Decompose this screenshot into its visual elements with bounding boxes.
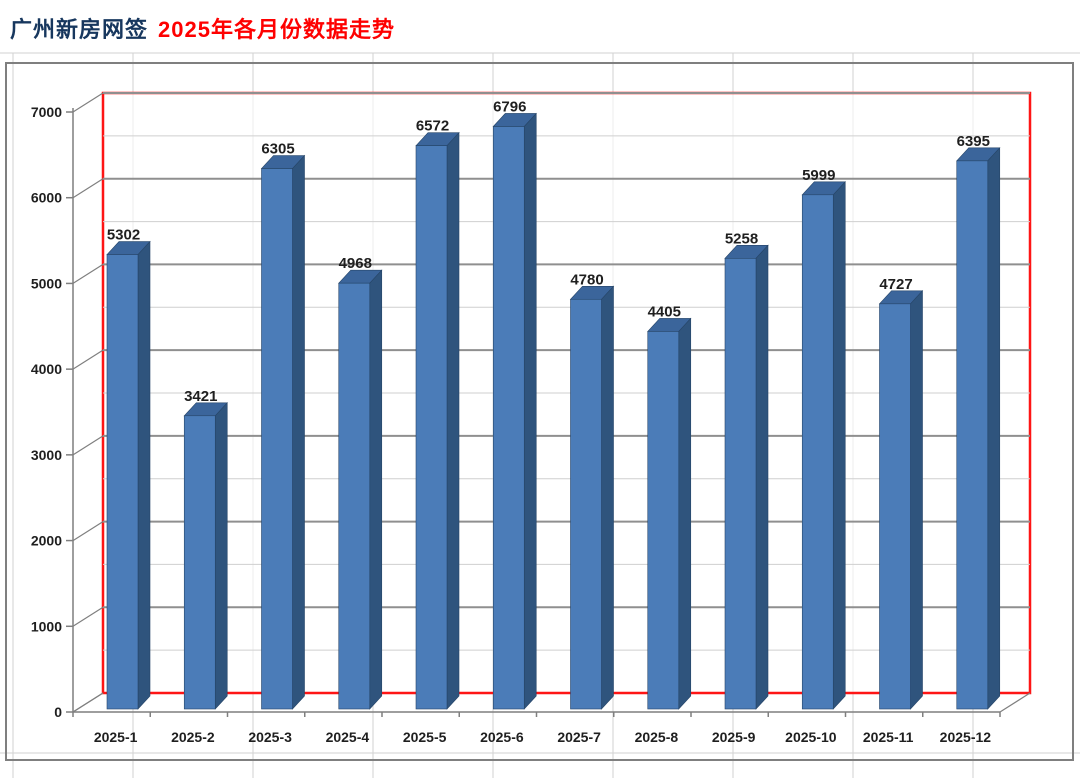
bar-2025-5[interactable]: [415, 131, 460, 710]
data-label-2025-9: 5258: [725, 230, 758, 247]
x-axis-label-2025-1: 2025-1: [94, 729, 138, 745]
x-axis-label-2025-4: 2025-4: [326, 729, 370, 745]
data-label-2025-7: 4780: [570, 271, 603, 288]
x-axis-label-2025-8: 2025-8: [635, 729, 679, 745]
data-label-2025-8: 4405: [648, 303, 681, 320]
y-axis-tick-label: 1000: [31, 618, 62, 634]
data-label-2025-4: 4968: [339, 255, 372, 272]
x-axis-label-2025-9: 2025-9: [712, 729, 756, 745]
x-axis-label-2025-12: 2025-12: [940, 729, 992, 745]
y-axis-tick-label: 7000: [31, 104, 62, 120]
y-axis-tick-label: 4000: [31, 361, 62, 377]
x-axis-label-2025-6: 2025-6: [480, 729, 524, 745]
x-axis-label-2025-5: 2025-5: [403, 729, 447, 745]
y-axis-tick-label: 5000: [31, 275, 62, 291]
data-label-2025-12: 6395: [957, 133, 990, 150]
y-axis-tick-label: 0: [54, 704, 62, 720]
y-axis-tick-label: 2000: [31, 533, 62, 549]
data-label-2025-11: 4727: [879, 276, 912, 293]
bar-2025-12[interactable]: [956, 147, 1001, 710]
bar-2025-7[interactable]: [569, 285, 615, 710]
x-axis-label-2025-11: 2025-11: [863, 729, 914, 745]
bar-2025-6[interactable]: [492, 112, 537, 710]
data-label-2025-5: 6572: [416, 118, 449, 135]
gridlines: [103, 92, 1030, 651]
data-label-2025-10: 5999: [802, 167, 835, 184]
x-axis-label-2025-2: 2025-2: [171, 729, 215, 745]
y-axis-tick-label: 3000: [31, 447, 62, 463]
bar-2025-4[interactable]: [338, 269, 383, 710]
bar-2025-2[interactable]: [183, 402, 228, 710]
bar-2025-8[interactable]: [647, 317, 692, 710]
bar-2025-10[interactable]: [801, 181, 846, 710]
y-axis: 0 1000 2000 3000 4000 5000 6000 7000: [31, 92, 104, 720]
x-axis-label-2025-10: 2025-10: [785, 729, 837, 745]
data-label-2025-1: 5302: [107, 227, 140, 244]
bar-2025-9[interactable]: [724, 244, 769, 710]
x-axis: 2025-1 2025-2 2025-3 2025-4 2025-5 2025-6 2025…: [72, 692, 1031, 745]
bar-2025-1[interactable]: [106, 240, 151, 710]
chart-title-sub: 2025年各月份数据走势: [158, 17, 395, 42]
y-axis-tick-label: 6000: [31, 190, 62, 206]
chart-title: 广州新房网签 2025年各月份数据走势: [10, 10, 395, 50]
chart-frame: [5, 62, 1074, 761]
bar-2025-11[interactable]: [878, 290, 924, 710]
chart-title-main: 广州新房网签: [10, 17, 149, 42]
data-label-2025-2: 3421: [184, 388, 217, 405]
data-label-2025-6: 6796: [493, 98, 526, 115]
x-axis-label-2025-7: 2025-7: [557, 729, 601, 745]
data-label-2025-3: 6305: [261, 141, 294, 158]
bar-2025-3[interactable]: [260, 154, 306, 710]
x-axis-label-2025-3: 2025-3: [248, 729, 292, 745]
